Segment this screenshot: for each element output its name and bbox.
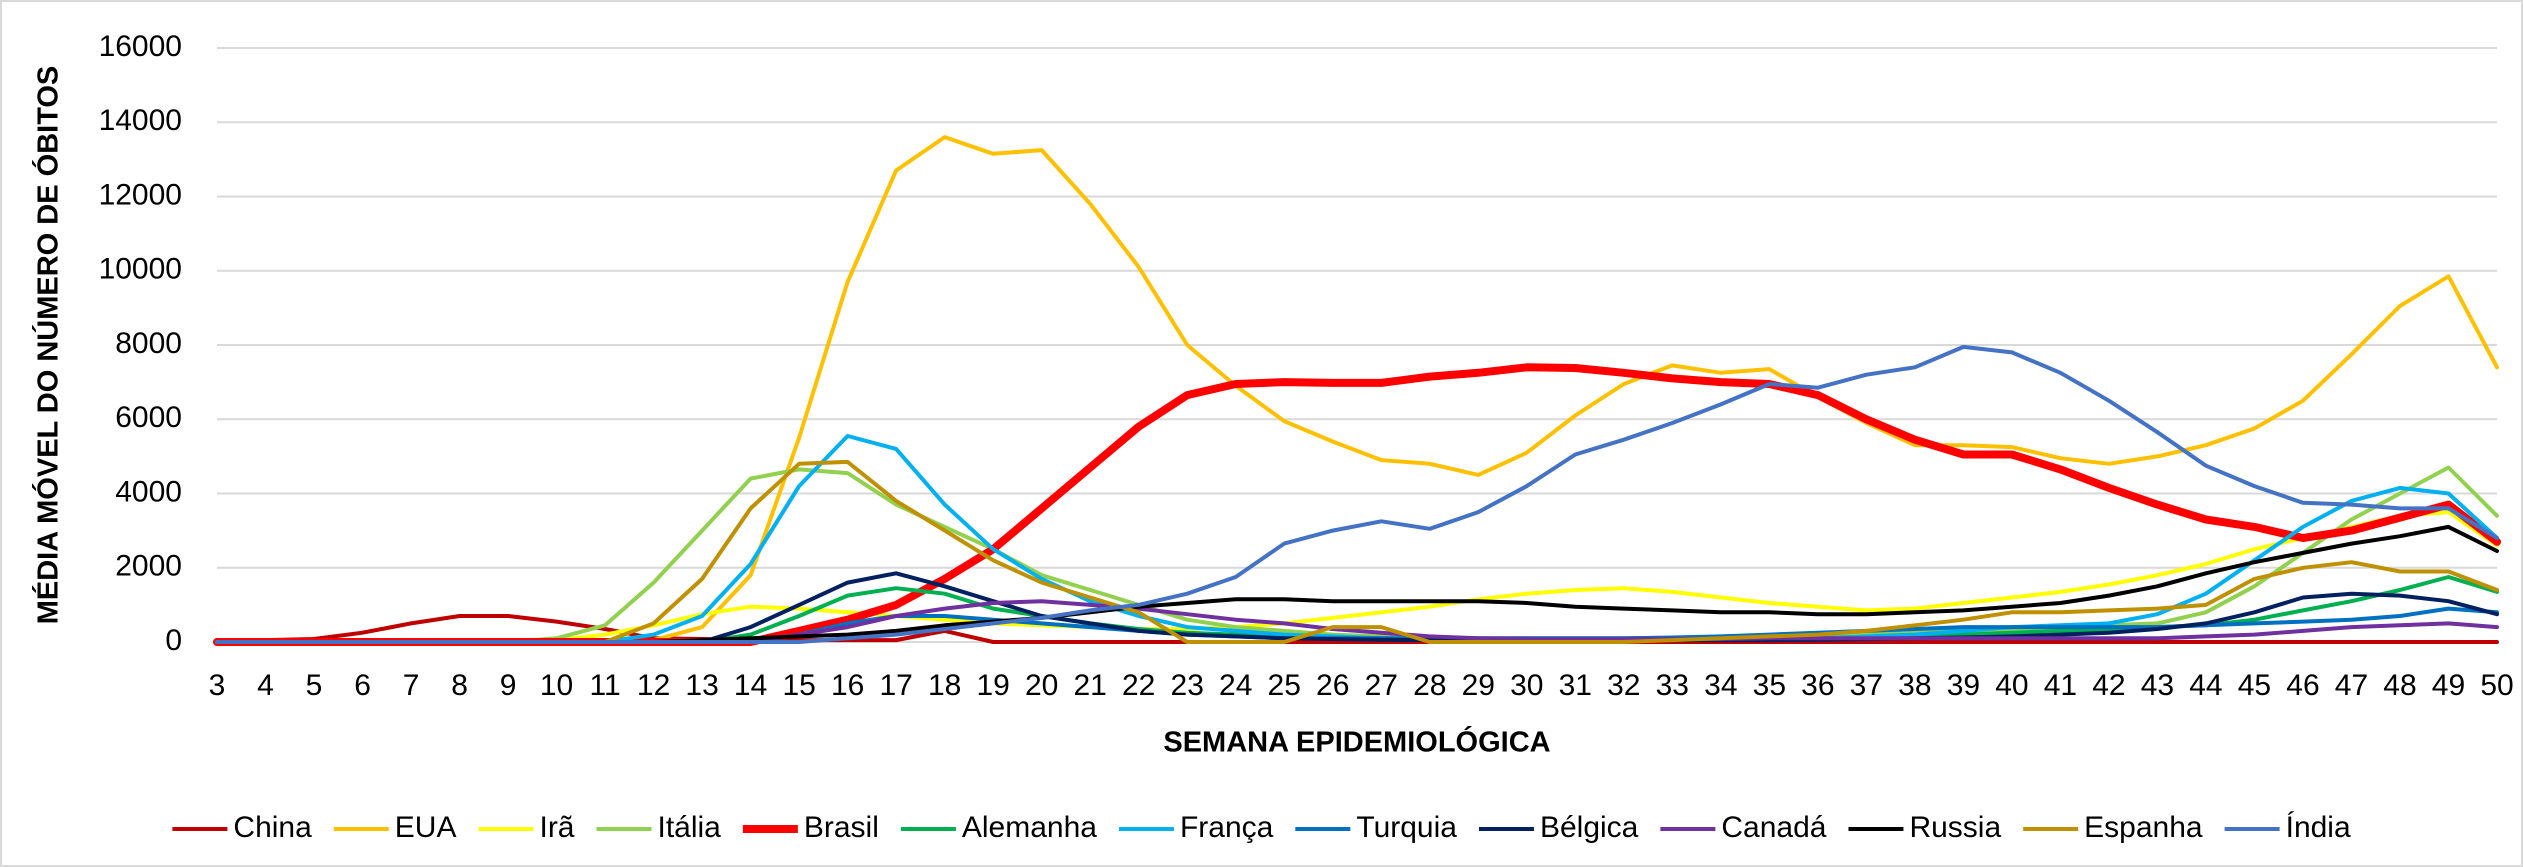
series-line xyxy=(215,344,2499,644)
x-tick-label: 33 xyxy=(1656,669,1689,702)
y-tick-label: 10000 xyxy=(99,253,182,286)
y-tick-label: 8000 xyxy=(115,327,182,360)
legend-label: Índia xyxy=(2286,811,2351,844)
x-tick-label: 6 xyxy=(354,669,371,702)
x-tick-label: 38 xyxy=(1898,669,1931,702)
x-tick-label: 10 xyxy=(540,669,573,702)
legend-label: Irã xyxy=(539,811,574,844)
legend-label: Bélgica xyxy=(1540,811,1639,844)
x-tick-label: 48 xyxy=(2383,669,2416,702)
x-tick-label: 41 xyxy=(2044,669,2077,702)
x-tick-label: 32 xyxy=(1607,669,1640,702)
x-tick-label: 29 xyxy=(1462,669,1495,702)
y-axis-title: MÉDIA MÓVEL DO NÚMERO DE ÓBITOS xyxy=(31,66,65,625)
x-tick-label: 23 xyxy=(1171,669,1204,702)
x-tick-label: 16 xyxy=(831,669,864,702)
x-tick-label: 31 xyxy=(1559,669,1592,702)
x-tick-label: 36 xyxy=(1801,669,1834,702)
x-tick-label: 11 xyxy=(590,669,621,702)
x-tick-label: 24 xyxy=(1219,669,1252,702)
y-tick-label: 0 xyxy=(165,624,182,657)
legend-label: França xyxy=(1180,811,1274,844)
x-tick-label: 15 xyxy=(782,669,815,702)
legend-label: China xyxy=(233,811,312,844)
legend-label: Turquia xyxy=(1356,811,1457,844)
x-tick-label: 5 xyxy=(306,669,323,702)
x-tick-label: 46 xyxy=(2286,669,2319,702)
legend-label: Canadá xyxy=(1721,811,1826,844)
x-tick-label: 14 xyxy=(734,669,767,702)
legend-label: Alemanha xyxy=(962,811,1097,844)
x-tick-label: 26 xyxy=(1316,669,1349,702)
x-tick-label: 22 xyxy=(1122,669,1155,702)
x-tick-label: 39 xyxy=(1947,669,1980,702)
x-tick-label: 8 xyxy=(451,669,468,702)
x-tick-label: 9 xyxy=(500,669,517,702)
x-tick-label: 4 xyxy=(257,669,274,702)
x-tick-label: 27 xyxy=(1365,669,1398,702)
y-tick-label: 14000 xyxy=(99,104,182,137)
x-tick-label: 30 xyxy=(1510,669,1543,702)
x-tick-label: 12 xyxy=(637,669,670,702)
legend: China EUA Irã Itália Brasil Alemanha França Tur… xyxy=(172,811,2351,844)
series-line xyxy=(215,510,2499,644)
x-tick-label: 18 xyxy=(928,669,961,702)
x-tick-label: 19 xyxy=(976,669,1009,702)
x-tick-label: 25 xyxy=(1268,669,1301,702)
x-tick-label: 28 xyxy=(1413,669,1446,702)
legend-label: EUA xyxy=(395,811,457,844)
x-tick-label: 42 xyxy=(2092,669,2125,702)
x-tick-label: 7 xyxy=(403,669,420,702)
x-tick-label: 49 xyxy=(2432,669,2465,702)
x-tick-label: 40 xyxy=(1995,669,2028,702)
x-tick-label: 50 xyxy=(2480,669,2513,702)
x-tick-label: 3 xyxy=(209,669,226,702)
x-tick-label: 20 xyxy=(1025,669,1058,702)
x-tick-label: 37 xyxy=(1850,669,1883,702)
y-tick-label: 12000 xyxy=(99,178,182,211)
x-tick-label: 21 xyxy=(1074,669,1107,702)
x-tick-label: 34 xyxy=(1704,669,1737,702)
y-tick-label: 4000 xyxy=(115,475,182,508)
x-tick-label: 35 xyxy=(1753,669,1786,702)
x-tick-label: 47 xyxy=(2335,669,2368,702)
x-axis-title: SEMANA EPIDEMIOLÓGICA xyxy=(1163,725,1550,759)
legend-label: Espanha xyxy=(2084,811,2203,844)
x-tick-label: 44 xyxy=(2189,669,2222,702)
x-tick-label: 17 xyxy=(879,669,912,702)
legend-label: Brasil xyxy=(804,811,879,844)
y-tick-label: 2000 xyxy=(115,550,182,583)
y-tick-label: 6000 xyxy=(115,401,182,434)
x-tick-label: 43 xyxy=(2141,669,2174,702)
legend-label: Russia xyxy=(1909,811,2001,844)
legend-label: Itália xyxy=(657,811,721,844)
x-tick-label: 13 xyxy=(685,669,718,702)
x-tick-label: 45 xyxy=(2238,669,2271,702)
y-tick-label: 16000 xyxy=(99,30,182,63)
